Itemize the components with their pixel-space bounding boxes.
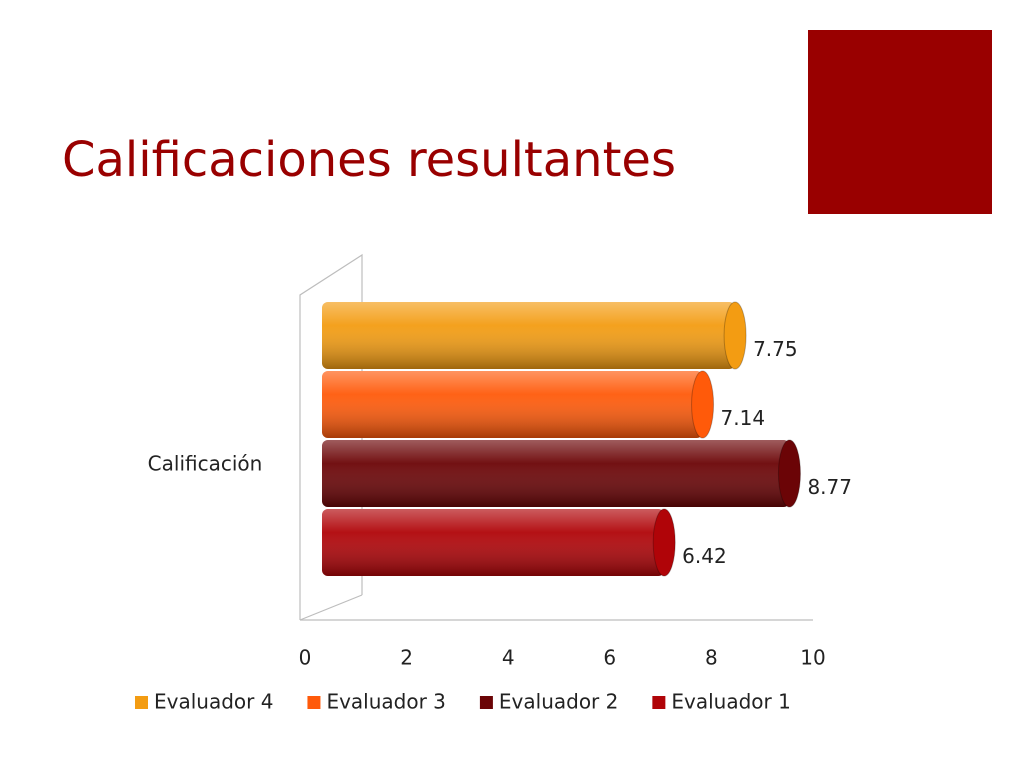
x-tick-label: 4 bbox=[502, 646, 515, 670]
bar-cap bbox=[777, 439, 801, 508]
data-label: 8.77 bbox=[807, 475, 852, 499]
bar-shade bbox=[322, 302, 736, 369]
category-label: Calificación bbox=[148, 452, 263, 476]
bar-shade bbox=[322, 440, 790, 507]
data-label: 7.75 bbox=[753, 337, 798, 361]
slide-title: Calificaciones resultantes bbox=[62, 132, 676, 188]
legend-label: Evaluador 2 bbox=[499, 690, 618, 714]
accent-square bbox=[808, 30, 992, 214]
x-tick-label: 6 bbox=[603, 646, 616, 670]
legend-swatch bbox=[307, 696, 321, 709]
data-label: 6.42 bbox=[682, 544, 727, 568]
x-tick-label: 8 bbox=[705, 646, 718, 670]
bar-shade bbox=[322, 371, 703, 438]
legend-label: Evaluador 1 bbox=[671, 690, 790, 714]
bar-shade bbox=[322, 509, 665, 576]
x-tick-label: 0 bbox=[299, 646, 312, 670]
legend-swatch bbox=[135, 696, 148, 709]
legend-swatch bbox=[479, 696, 493, 709]
legend-label: Evaluador 3 bbox=[326, 690, 445, 714]
bar-cap bbox=[652, 508, 676, 577]
x-tick-label: 10 bbox=[800, 646, 825, 670]
legend-swatch bbox=[652, 696, 666, 709]
data-label: 7.14 bbox=[721, 406, 766, 430]
legend-label: Evaluador 4 bbox=[154, 690, 273, 714]
bar-cap bbox=[723, 301, 747, 370]
x-tick-label: 2 bbox=[400, 646, 413, 670]
bar-cap bbox=[691, 370, 715, 439]
